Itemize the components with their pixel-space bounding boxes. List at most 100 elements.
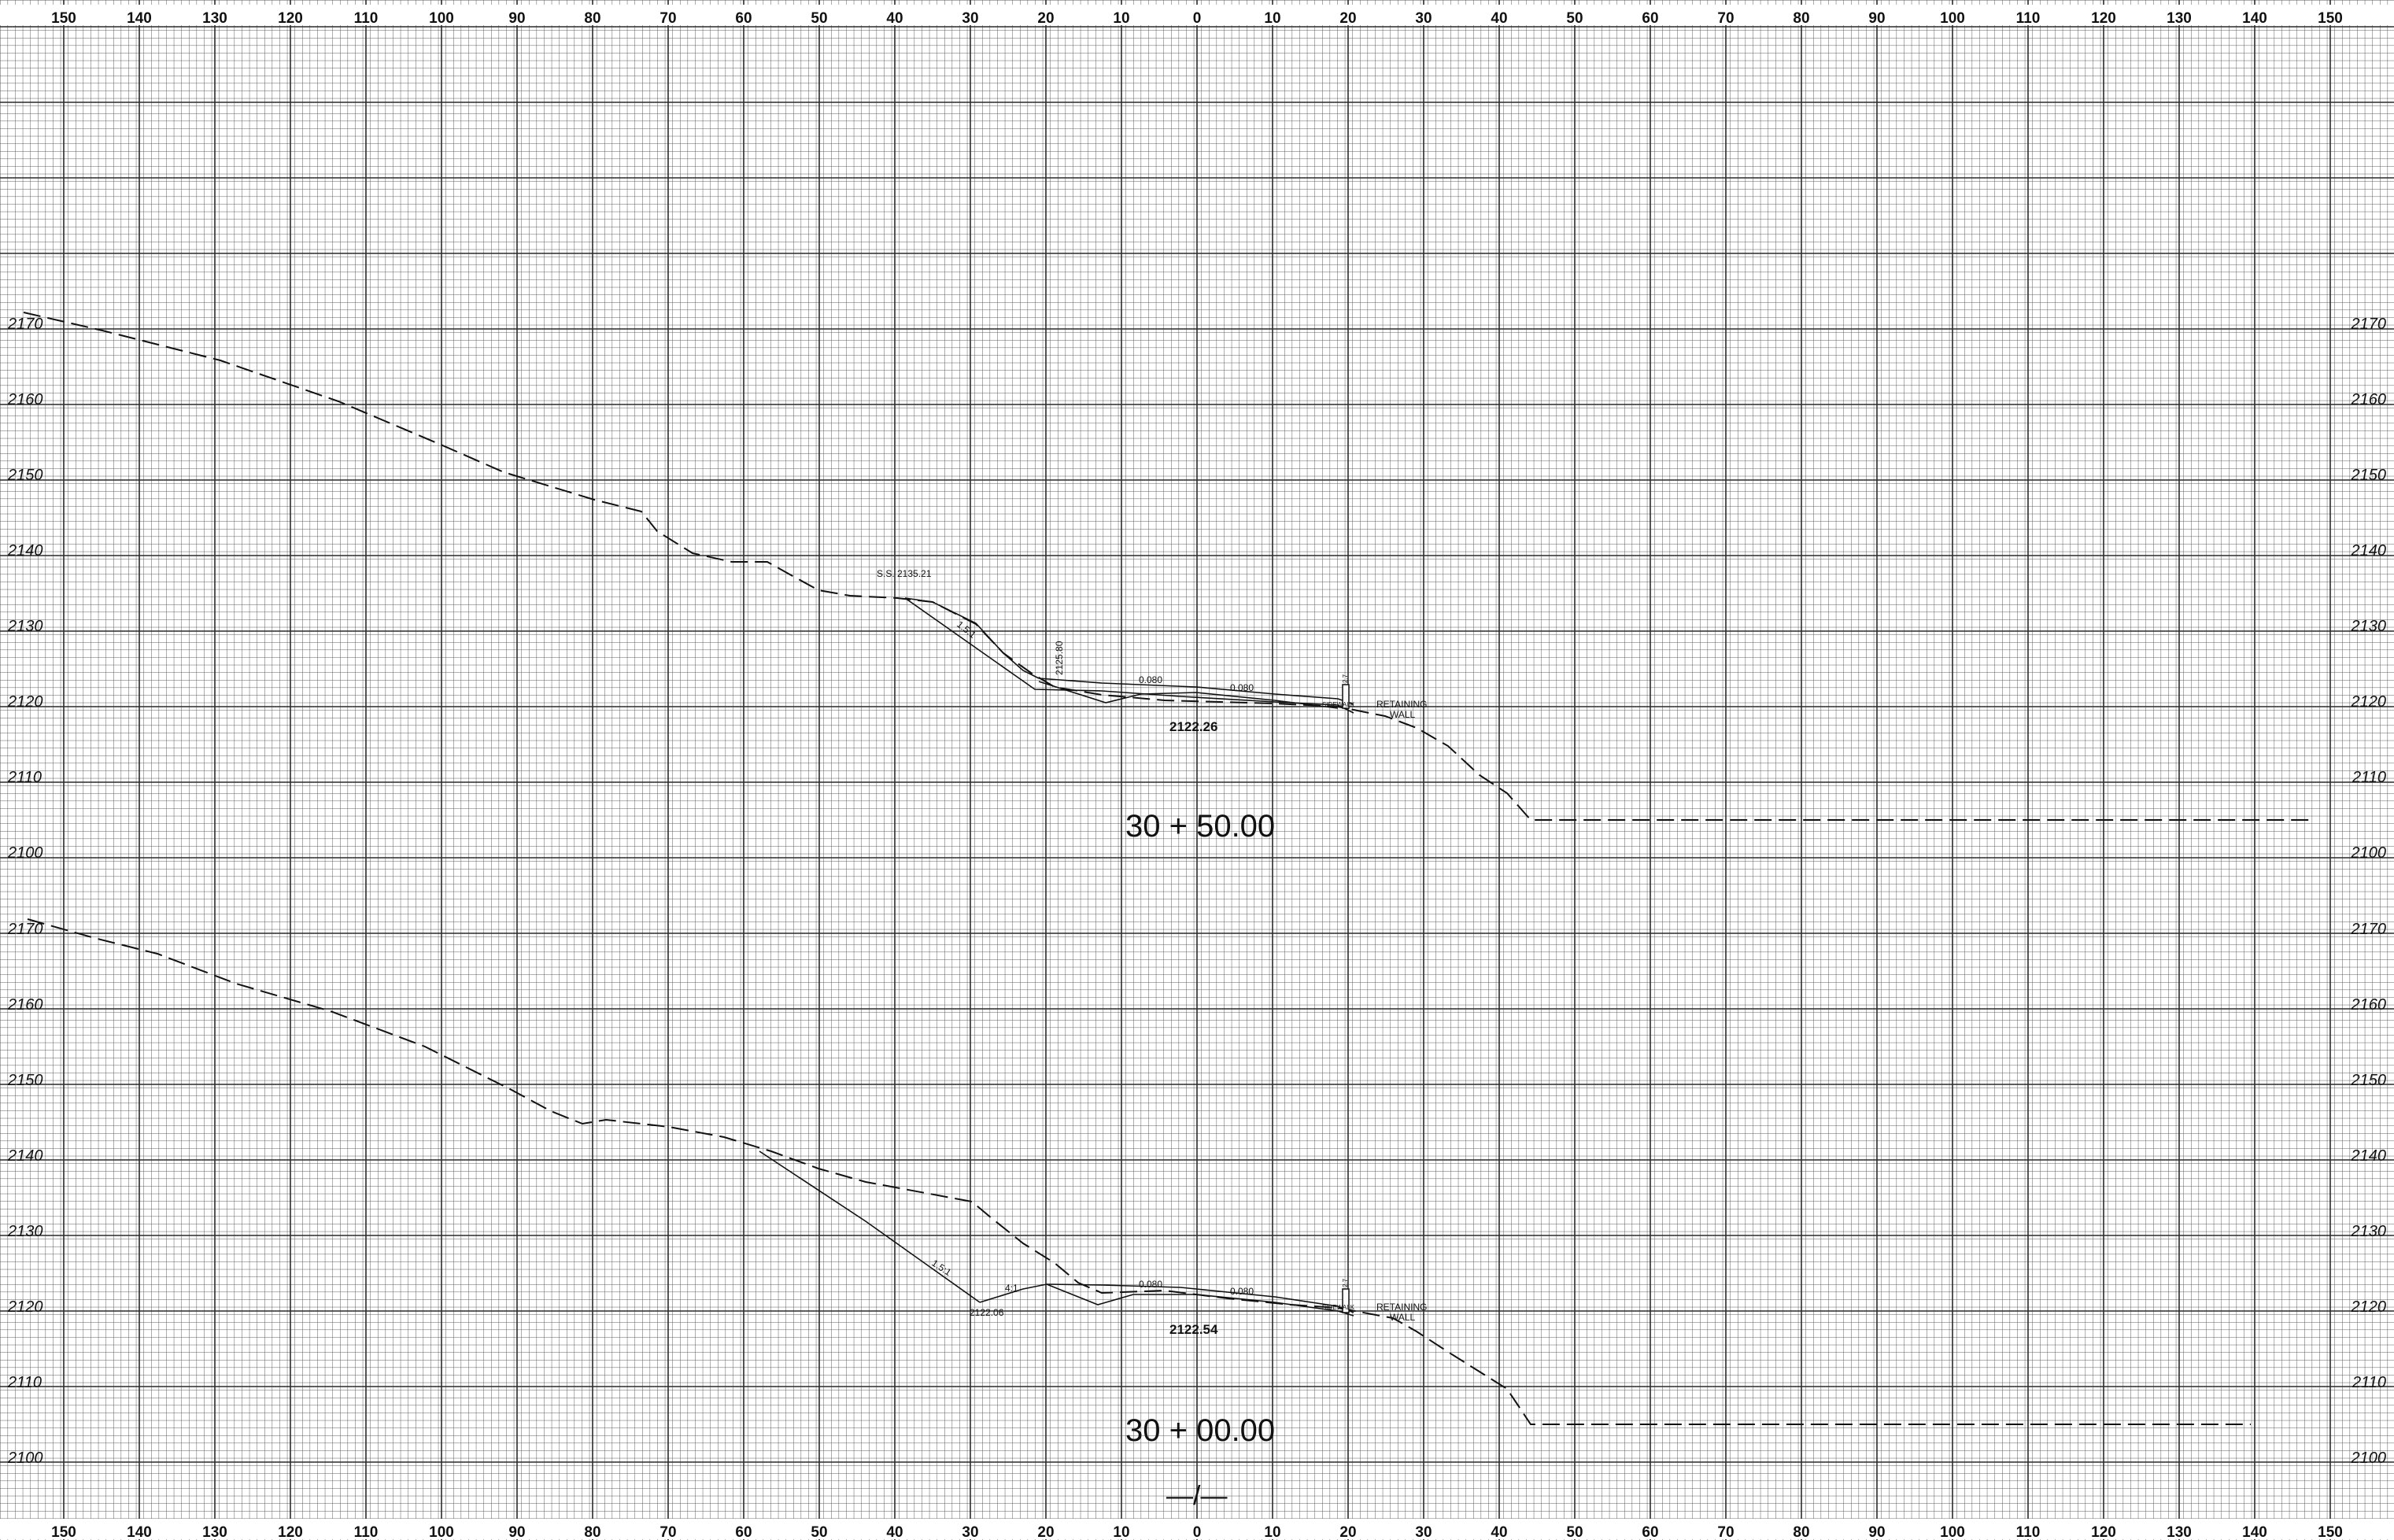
offset-tick-label: 140 — [2242, 10, 2267, 27]
offset-tick-label: 150 — [51, 10, 76, 27]
retaining-wall — [1342, 684, 1350, 709]
elevation-tick-label: 2150 — [7, 1072, 43, 1089]
elevation-tick-label: 2140 — [7, 542, 43, 559]
cross-slope-left: 0.080 — [1139, 1279, 1162, 1290]
elevation-tick-label: 2160 — [2351, 996, 2387, 1014]
cross-slope-left: 0.080 — [1139, 674, 1162, 685]
offset-tick-label: 90 — [508, 1524, 525, 1540]
offset-tick-label: 80 — [584, 1524, 600, 1540]
offset-tick-label: 20 — [1037, 1524, 1054, 1540]
sidewalk-label: SIDEWALK — [1322, 701, 1355, 708]
proposed-ditch-line — [979, 1283, 1354, 1313]
offset-tick-label: 60 — [1642, 1524, 1658, 1540]
elevation-tick-label: 2100 — [7, 1450, 43, 1467]
proposed-cut-slope — [904, 597, 1040, 679]
retaining-wall-label: RETAINING — [1376, 699, 1427, 710]
elevation-labels-right: 2170 2160 2150 2140 2130 2120 2110 2100 — [2351, 921, 2387, 1467]
offset-tick-label: 120 — [278, 10, 303, 27]
offset-tick-label: 130 — [202, 10, 227, 27]
ss-elevation-label: S.S. 2135.21 — [877, 568, 932, 579]
bottom-offset-axis: 150 140 130 120 110 100 90 80 70 60 50 40 30 20 10 0 10 2… — [0, 1519, 2394, 1540]
offset-tick-label: 70 — [659, 10, 676, 27]
proposed-subgrade — [904, 597, 1354, 714]
offset-tick-label: 90 — [1868, 1524, 1885, 1540]
section-30-00: 2170 2160 2150 2140 2130 2120 2110 2100 2170 216… — [7, 918, 2387, 1467]
offset-tick-label: 80 — [1793, 10, 1809, 27]
elevation-tick-label: 2110 — [7, 769, 42, 786]
proposed-cut-slope — [759, 1150, 981, 1303]
station-label: 30 + 50.00 — [1125, 809, 1275, 844]
sidewalk-label: SIDEWALK — [1322, 1304, 1355, 1311]
offset-tick-label: 0 — [1193, 10, 1202, 27]
offset-tick-label: 20 — [1037, 10, 1054, 27]
offset-tick-label: 20 — [1339, 10, 1356, 27]
offset-tick-label: 90 — [508, 10, 525, 27]
centerline-elevation: 2122.26 — [1169, 719, 1217, 734]
wall-height-label: 2.7 — [1342, 1278, 1349, 1287]
offset-tick-label: 150 — [51, 1524, 76, 1540]
elevation-tick-label: 2120 — [2351, 1298, 2387, 1316]
elevation-tick-label: 2170 — [7, 316, 43, 333]
elevation-tick-label: 2150 — [2351, 1072, 2387, 1089]
wall-height-label: 2.7 — [1342, 674, 1349, 683]
offset-tick-label: 140 — [127, 10, 152, 27]
elevation-tick-label: 2130 — [2351, 618, 2387, 635]
offset-tick-label: 130 — [202, 1524, 227, 1540]
offset-tick-label: 70 — [1717, 10, 1734, 27]
elevation-tick-label: 2110 — [2352, 1374, 2386, 1391]
elevation-tick-label: 2100 — [2351, 844, 2387, 862]
offset-tick-label: 30 — [962, 1524, 978, 1540]
offset-tick-label: 40 — [1491, 10, 1507, 27]
retaining-wall-label-2: WALL — [1390, 1312, 1416, 1323]
offset-tick-label: 110 — [2016, 1524, 2041, 1540]
offset-tick-label: 100 — [1940, 10, 1965, 27]
offset-tick-label: 10 — [1264, 10, 1280, 27]
offset-tick-label: 40 — [886, 10, 903, 27]
elevation-tick-label: 2160 — [2351, 391, 2387, 408]
offset-tick-label: 40 — [886, 1524, 903, 1540]
offset-tick-label: 0 — [1193, 1524, 1202, 1540]
elevation-tick-label: 2160 — [7, 391, 43, 408]
offset-tick-label: 80 — [1793, 1524, 1809, 1540]
elevation-tick-label: 2110 — [2352, 769, 2386, 786]
ditch-elevation-label: 2122.06 — [970, 1307, 1004, 1318]
existing-ground-line — [23, 312, 2310, 821]
offset-tick-label: 110 — [354, 1524, 379, 1540]
elevation-tick-label: 2140 — [2351, 1147, 2387, 1165]
offset-tick-label: 130 — [2167, 10, 2192, 27]
offset-tick-label: 90 — [1868, 10, 1885, 27]
retaining-wall-label-2: WALL — [1390, 709, 1416, 720]
offset-tick-label: 120 — [2091, 1524, 2116, 1540]
offset-tick-label: 10 — [1113, 10, 1129, 27]
offset-tick-label: 140 — [2242, 1524, 2267, 1540]
elevation-tick-label: 2150 — [2351, 467, 2387, 484]
offset-tick-label: 110 — [2016, 10, 2041, 27]
retaining-wall-label: RETAINING — [1376, 1302, 1427, 1313]
elevation-tick-label: 2150 — [7, 467, 43, 484]
offset-tick-label: 40 — [1491, 1524, 1507, 1540]
offset-tick-label: 80 — [584, 10, 600, 27]
offset-tick-label: 150 — [2318, 1524, 2343, 1540]
elevation-tick-label: 2140 — [7, 1147, 43, 1165]
offset-tick-label: 100 — [429, 1524, 454, 1540]
offset-tick-label: 110 — [354, 10, 379, 27]
elevation-tick-label: 2160 — [7, 996, 43, 1014]
elevation-labels-right: 2170 2160 2150 2140 2130 2120 2110 2100 — [2351, 316, 2387, 862]
offset-tick-label: 70 — [1717, 1524, 1734, 1540]
offset-tick-label: 130 — [2167, 1524, 2192, 1540]
offset-tick-label: 50 — [811, 10, 827, 27]
ditch-slope-label: 4:1 — [1005, 1283, 1018, 1294]
station-label: 30 + 00.00 — [1125, 1413, 1275, 1448]
offset-tick-label: 30 — [962, 10, 978, 27]
offset-tick-label: 120 — [278, 1524, 303, 1540]
proposed-finished-grade — [1046, 1283, 1354, 1317]
offset-tick-label: 20 — [1339, 1524, 1356, 1540]
elevation-tick-label: 2100 — [7, 844, 43, 862]
offset-tick-label: 30 — [1415, 1524, 1432, 1540]
elevation-labels-left: 2170 2160 2150 2140 2130 2120 2110 2100 — [7, 921, 43, 1467]
elevation-tick-label: 2170 — [7, 921, 43, 938]
elevation-labels-left: 2170 2160 2150 2140 2130 2120 2110 2100 — [7, 316, 43, 862]
elevation-tick-label: 2130 — [7, 618, 43, 635]
